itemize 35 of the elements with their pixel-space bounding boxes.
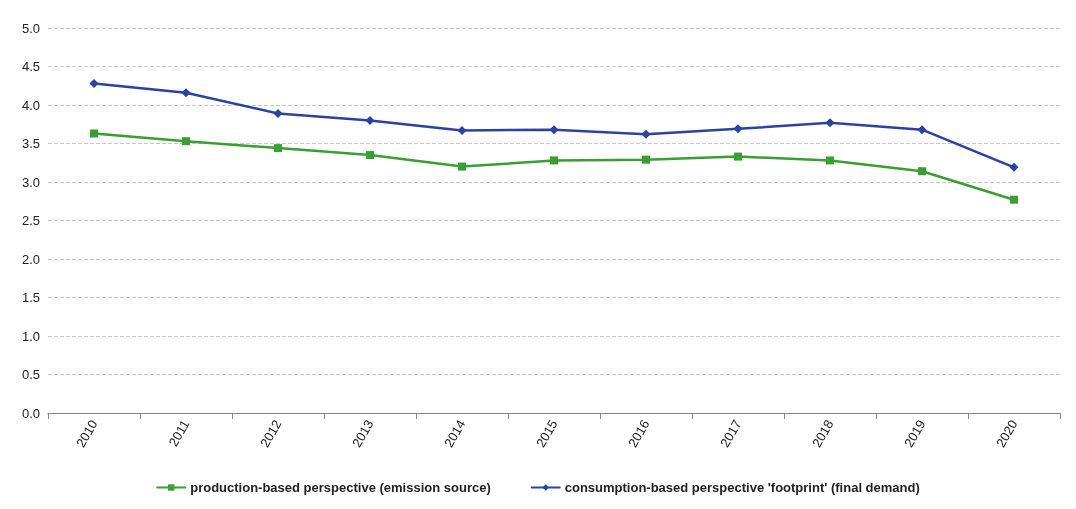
point <box>181 88 191 98</box>
y-tick-label: 4.0 <box>21 97 40 113</box>
point <box>826 156 834 165</box>
point <box>365 115 375 125</box>
point <box>457 125 467 135</box>
y-tick-label: 1.5 <box>21 290 40 305</box>
y-tick-label: 2.0 <box>21 251 40 267</box>
point <box>734 152 742 161</box>
point <box>1009 162 1019 172</box>
y-tick-label: 0.0 <box>21 405 40 421</box>
y-tick-label: 2.5 <box>21 213 40 228</box>
y-tick-label: 4.5 <box>21 59 40 74</box>
point <box>1010 195 1018 204</box>
point <box>733 124 743 134</box>
point <box>825 118 835 128</box>
y-tick-label: 1.0 <box>21 328 40 344</box>
y-tick-label: 0.5 <box>21 367 40 382</box>
point <box>366 151 374 160</box>
point <box>550 156 558 165</box>
y-tick-label: 3.5 <box>21 136 40 151</box>
point <box>182 137 190 146</box>
point <box>918 167 926 176</box>
point <box>458 162 466 171</box>
point <box>641 129 651 139</box>
point <box>89 78 99 88</box>
legend-label: consumption-based perspective 'footprint' (final demand) <box>564 480 920 495</box>
point <box>549 125 559 135</box>
legend-label: production-based perspective (emission source) <box>190 480 491 495</box>
point <box>274 144 282 153</box>
point <box>917 125 927 135</box>
point <box>642 155 650 164</box>
y-tick-label: 5.0 <box>21 20 40 36</box>
point <box>273 108 283 118</box>
y-tick-label: 3.0 <box>21 174 40 190</box>
point <box>90 129 98 138</box>
